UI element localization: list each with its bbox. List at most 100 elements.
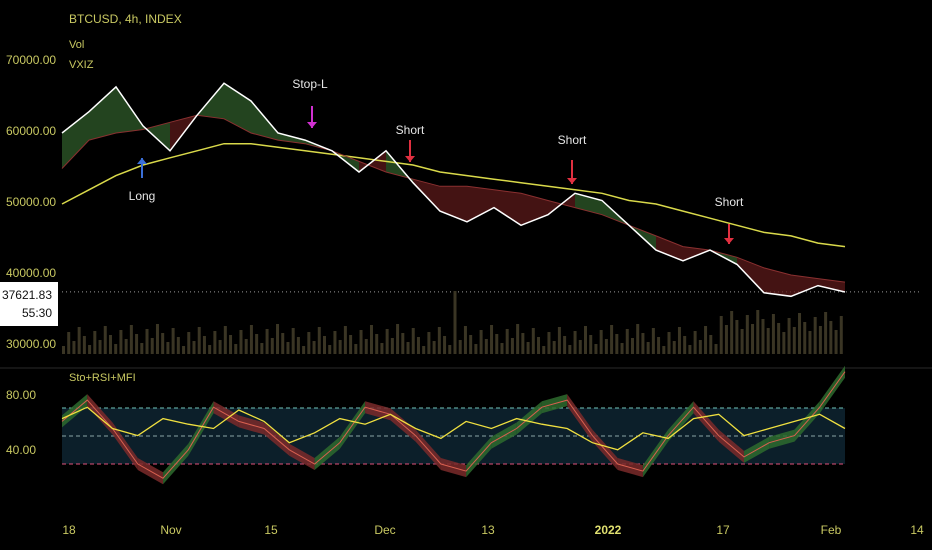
- volume-bar: [782, 332, 786, 354]
- volume-bar: [166, 342, 170, 354]
- volume-bar: [651, 328, 655, 354]
- volume-bar: [223, 326, 227, 354]
- volume-bar: [333, 331, 337, 354]
- x-tick-label: 18: [62, 523, 76, 537]
- volume-bar: [192, 341, 196, 354]
- volume-bar: [787, 318, 791, 354]
- volume-bar: [411, 328, 415, 354]
- volume-bar: [573, 331, 577, 354]
- volume-bar: [479, 330, 483, 354]
- volume-bar: [328, 345, 332, 354]
- volume-bar: [777, 323, 781, 354]
- trend-band-segment: [764, 267, 791, 297]
- volume-bar: [604, 339, 608, 354]
- bar-countdown: 55:30: [21, 306, 52, 320]
- volume-bar: [693, 331, 697, 354]
- series-line-fast-ma: [61, 114, 846, 283]
- y-tick-label: 70000.00: [6, 53, 57, 67]
- volume-bar: [824, 312, 828, 354]
- volume-bar: [276, 324, 280, 354]
- volume-bar: [463, 326, 467, 354]
- volume-bar: [406, 342, 410, 354]
- volume-bar: [171, 328, 175, 354]
- volume-bar: [677, 327, 681, 354]
- volume-bar: [385, 329, 389, 354]
- volume-bar: [364, 339, 368, 354]
- volume-bar: [667, 332, 671, 354]
- volume-bar: [187, 332, 191, 354]
- signal-label-stop: Stop-L: [292, 77, 328, 91]
- volume-bar: [641, 333, 645, 354]
- long-arrow-head: [137, 158, 147, 164]
- volume-bar: [114, 344, 118, 354]
- y-tick-label: 50000.00: [6, 195, 57, 209]
- volume-bar: [672, 341, 676, 354]
- volume-bar: [484, 339, 488, 354]
- volume-bar: [526, 342, 530, 354]
- volume-bar: [510, 338, 514, 354]
- volume-bar: [657, 337, 661, 354]
- volume-bar: [62, 346, 65, 354]
- volume-bar: [500, 343, 504, 354]
- volume-bar: [537, 337, 541, 354]
- trend-band-segment: [656, 235, 683, 261]
- volume-bar: [636, 324, 640, 354]
- volume-bar: [542, 346, 546, 354]
- oscillator-title[interactable]: Sto+RSI+MFI: [69, 372, 136, 384]
- volume-bar: [630, 338, 634, 354]
- volume-bar: [270, 338, 274, 354]
- volume-bar: [281, 333, 285, 354]
- legend-vol[interactable]: Vol: [69, 39, 85, 51]
- osc-y-tick-label: 40.00: [6, 443, 37, 457]
- volume-bar: [161, 333, 165, 354]
- volume-bar: [197, 327, 201, 354]
- volume-bar: [124, 339, 128, 354]
- volume-bar: [349, 335, 353, 354]
- y-tick-label: 40000.00: [6, 266, 57, 280]
- volume-bar: [620, 343, 624, 354]
- volume-bar: [547, 332, 551, 354]
- volume-bar: [302, 346, 306, 354]
- volume-bar: [552, 341, 556, 354]
- volume-bar: [213, 331, 217, 354]
- osc-y-tick-label: 80.00: [6, 388, 37, 402]
- volume-bar: [839, 316, 843, 354]
- x-tick-label: 17: [716, 523, 730, 537]
- volume-bar: [458, 340, 462, 354]
- volume-bar: [218, 340, 222, 354]
- volume-bar: [469, 335, 473, 354]
- volume-bar: [505, 329, 509, 354]
- volume-bar: [93, 331, 97, 354]
- volume-bar: [312, 341, 316, 354]
- volume-bar: [589, 335, 593, 354]
- signal-label-short: Short: [714, 195, 744, 209]
- trend-band-segment: [494, 189, 521, 226]
- volume-bar: [730, 311, 734, 354]
- volume-bar: [354, 344, 358, 354]
- volume-bar: [239, 330, 243, 354]
- volume-bar: [662, 346, 666, 354]
- volume-bar: [244, 339, 248, 354]
- volume-bar: [108, 335, 112, 354]
- volume-bar: [516, 324, 520, 354]
- volume-bar: [709, 335, 713, 354]
- volume-bar: [818, 326, 822, 354]
- volume-bar: [260, 343, 264, 354]
- volume-bar: [771, 314, 775, 354]
- volume-bar: [646, 342, 650, 354]
- volume-bar: [698, 340, 702, 354]
- series-line-stoch: [61, 371, 846, 479]
- volume-bar: [202, 336, 206, 354]
- volume-bar: [724, 325, 728, 354]
- legend-vxiz[interactable]: VXIZ: [69, 59, 94, 71]
- trend-band-segment: [251, 101, 278, 141]
- volume-bar: [474, 344, 478, 354]
- x-tick-label: 13: [481, 523, 495, 537]
- trend-band-segment: [116, 86, 143, 133]
- trend-band-segment: [737, 257, 764, 293]
- volume-bar: [813, 317, 817, 354]
- volume-bar: [704, 326, 708, 354]
- volume-bar: [557, 327, 561, 354]
- trend-band-segment: [89, 86, 116, 141]
